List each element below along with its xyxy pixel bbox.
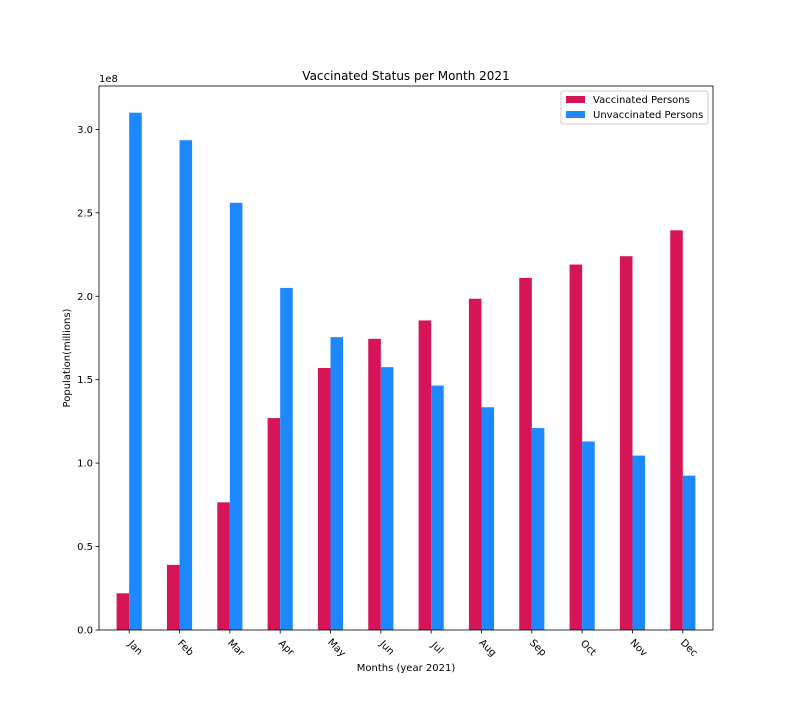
bar-unvaccinated-jun	[380, 367, 394, 630]
bar-unvaccinated-jul	[431, 385, 444, 630]
x-tick-label: Jun	[376, 638, 396, 658]
x-axis: Jan Feb Mar Apr May Jun Jul Aug Sep Oct Nov Dec	[125, 630, 699, 659]
bar-unvaccinated-may	[330, 337, 344, 630]
bar-unvaccinated-nov	[632, 455, 646, 630]
x-tick-label: Nov	[627, 637, 649, 659]
y-tick-label: 1.0	[77, 459, 93, 470]
x-tick-label: Jul	[428, 639, 445, 656]
chart-title: Vaccinated Status per Month 2021	[302, 69, 509, 83]
bar-unvaccinated-jan	[129, 112, 142, 630]
y-tick-label: 2.5	[77, 208, 93, 219]
bar-vaccinated-feb	[166, 564, 180, 630]
plot-frame	[98, 85, 714, 631]
legend: Vaccinated Persons Unvaccinated Persons	[560, 90, 709, 125]
legend-box	[560, 90, 709, 125]
x-tick-label: May	[325, 637, 347, 659]
bar-unvaccinated-sep	[531, 428, 545, 630]
bar-vaccinated-sep	[519, 277, 532, 630]
y-axis: 0.0 0.5 1.0 1.5 2.0 2.5 3.0	[77, 125, 99, 637]
bar-vaccinated-jul	[418, 320, 432, 630]
bar-vaccinated-aug	[468, 298, 482, 630]
bar-vaccinated-mar	[217, 502, 230, 630]
x-tick-label: Aug	[476, 637, 498, 659]
y-tick-label: 3.0	[77, 125, 93, 136]
bars-group	[116, 112, 696, 631]
legend-label-vaccinated: Vaccinated Persons	[593, 95, 690, 106]
legend-label-unvaccinated: Unvaccinated Persons	[593, 110, 703, 121]
x-tick-label: Oct	[578, 638, 598, 658]
y-tick-label: 0.5	[77, 542, 93, 553]
x-tick-label: Dec	[678, 637, 699, 658]
y-tick-label: 1.5	[77, 375, 93, 386]
bar-vaccinated-jun	[368, 338, 381, 630]
bar-vaccinated-dec	[670, 230, 683, 630]
y-tick-label: 0.0	[77, 626, 93, 637]
legend-swatch-vaccinated	[566, 96, 585, 103]
bar-vaccinated-apr	[267, 418, 281, 630]
x-tick-label: Jan	[125, 638, 144, 657]
bar-vaccinated-may	[317, 368, 331, 630]
bar-unvaccinated-apr	[280, 287, 293, 630]
bar-unvaccinated-dec	[682, 475, 696, 630]
bar-unvaccinated-feb	[179, 140, 193, 631]
x-tick-label: Apr	[276, 638, 297, 659]
bar-vaccinated-oct	[569, 264, 583, 630]
legend-swatch-unvaccinated	[566, 111, 585, 118]
x-tick-label: Sep	[527, 638, 548, 659]
bar-vaccinated-jan	[116, 593, 130, 630]
bar-unvaccinated-aug	[481, 407, 495, 630]
x-tick-label: Feb	[175, 638, 195, 658]
x-tick-label: Mar	[225, 638, 247, 660]
y-axis-scale-label: 1e8	[99, 74, 118, 85]
y-tick-label: 2.0	[77, 292, 93, 303]
bar-unvaccinated-oct	[582, 441, 595, 630]
x-axis-label: Months (year 2021)	[357, 663, 456, 674]
y-axis-label: Population(millions)	[62, 308, 73, 407]
bar-vaccinated-nov	[619, 256, 633, 630]
bar-unvaccinated-mar	[229, 202, 243, 630]
